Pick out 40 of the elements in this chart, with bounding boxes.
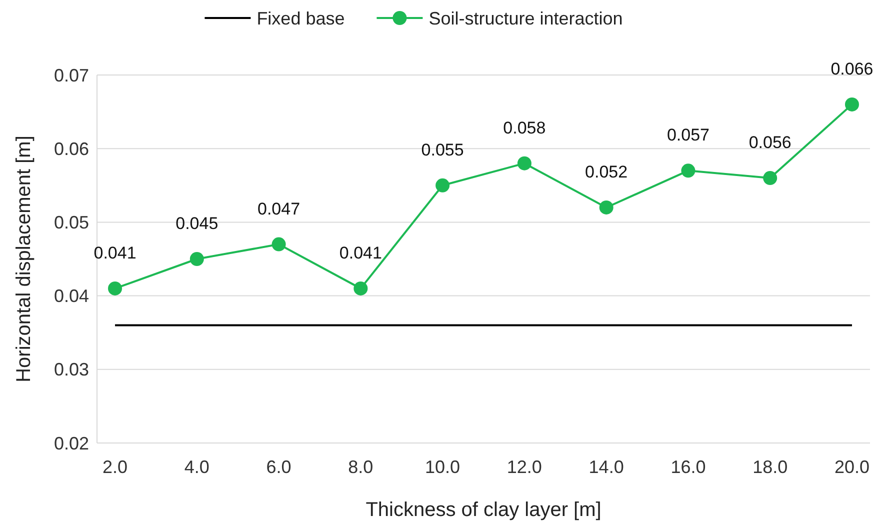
point [436, 178, 450, 192]
point [354, 281, 368, 296]
x-tick-label: 20.0 [834, 457, 870, 477]
point [190, 252, 204, 266]
data-label: 0.066 [830, 59, 874, 78]
point [108, 281, 122, 296]
point [272, 237, 286, 252]
data-label: 0.055 [421, 140, 464, 160]
y-tick-label: 0.07 [54, 65, 89, 86]
x-tick-label: 6.0 [266, 457, 292, 477]
data-label: 0.047 [258, 199, 300, 218]
y-tick-label: 0.03 [54, 360, 89, 380]
x-tick-label: 10.0 [425, 457, 460, 477]
y-axis-title: Horizontal displacement [m] [13, 136, 35, 382]
y-tick-label: 0.05 [54, 212, 89, 232]
x-tick-label: 12.0 [506, 457, 542, 477]
data-label: 0.045 [176, 214, 218, 233]
legend-label: Soil-structure interaction [428, 8, 623, 28]
point [517, 156, 532, 170]
y-tick-label: 0.06 [54, 138, 89, 159]
data-label: 0.041 [339, 243, 382, 262]
point [599, 200, 614, 214]
legend-label: Fixed base [256, 8, 345, 28]
x-tick-label: 2.0 [102, 457, 128, 477]
x-tick-label: 14.0 [588, 457, 624, 477]
x-tick-label: 8.0 [348, 457, 374, 477]
y-tick-label: 0.04 [54, 286, 89, 306]
data-label: 0.058 [503, 118, 546, 138]
x-axis-title: Thickness of clay layer [m] [366, 499, 602, 521]
x-tick-label: 18.0 [752, 457, 788, 477]
data-label: 0.056 [748, 133, 792, 152]
x-tick-label: 16.0 [670, 457, 706, 477]
x-tick-label: 4.0 [184, 457, 210, 477]
point [681, 164, 696, 178]
point [763, 171, 778, 186]
data-label: 0.052 [585, 162, 628, 182]
y-tick-label: 0.02 [54, 433, 89, 454]
data-label: 0.041 [94, 243, 136, 262]
point [844, 97, 859, 112]
data-label: 0.057 [666, 126, 710, 145]
